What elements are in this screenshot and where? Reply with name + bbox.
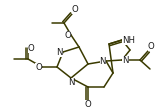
Text: N: N bbox=[99, 56, 106, 66]
Text: O: O bbox=[85, 100, 91, 109]
Text: O: O bbox=[148, 42, 155, 51]
Text: O: O bbox=[64, 30, 71, 40]
Text: N: N bbox=[57, 47, 63, 56]
Text: NH: NH bbox=[122, 36, 135, 44]
Text: O: O bbox=[28, 43, 35, 53]
Text: O: O bbox=[72, 5, 79, 14]
Text: N: N bbox=[122, 56, 128, 65]
Text: N: N bbox=[68, 78, 74, 87]
Text: O: O bbox=[35, 62, 42, 71]
